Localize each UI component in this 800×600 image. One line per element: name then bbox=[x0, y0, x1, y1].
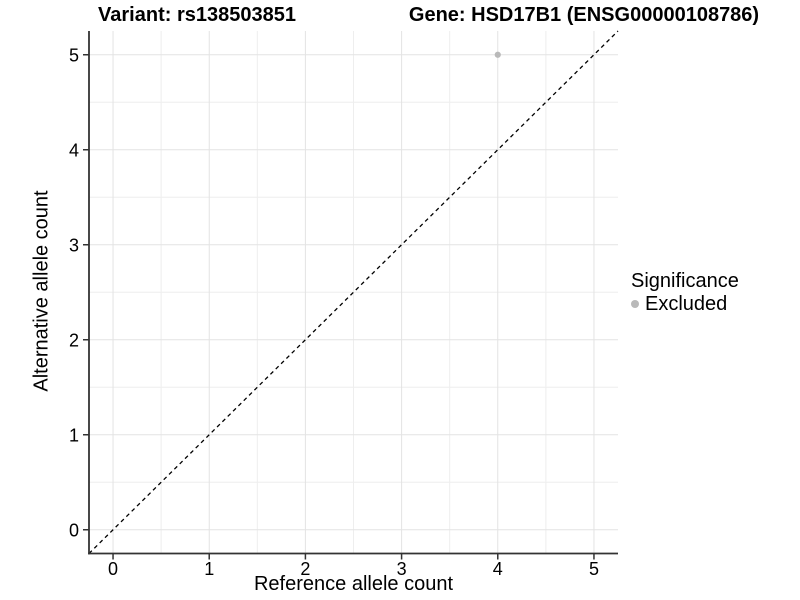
legend-title: Significance bbox=[631, 270, 739, 292]
plot-title-variant: Variant: rs138503851 bbox=[98, 4, 296, 26]
y-tick-label: 4 bbox=[69, 140, 79, 160]
y-tick-label: 1 bbox=[69, 425, 79, 445]
x-tick-label: 5 bbox=[589, 559, 599, 579]
y-tick-label: 0 bbox=[69, 520, 79, 540]
x-tick-label: 4 bbox=[493, 559, 503, 579]
x-tick-label: 2 bbox=[300, 559, 310, 579]
legend-key-dot bbox=[631, 300, 639, 308]
legend: Significance Excluded bbox=[631, 269, 739, 315]
x-tick-label: 1 bbox=[204, 559, 214, 579]
y-tick-label: 5 bbox=[69, 45, 79, 65]
y-tick-label: 2 bbox=[69, 330, 79, 350]
y-axis-title: Alternative allele count bbox=[30, 190, 53, 392]
y-tick-label: 3 bbox=[69, 235, 79, 255]
legend-items: Excluded bbox=[631, 293, 739, 315]
plot-title-gene: Gene: HSD17B1 (ENSG00000108786) bbox=[408, 4, 760, 26]
data-point bbox=[494, 51, 501, 58]
legend-item-label: Excluded bbox=[645, 293, 728, 315]
x-tick-label: 3 bbox=[397, 559, 407, 579]
legend-item: Excluded bbox=[631, 293, 739, 315]
x-axis-title: Reference allele count bbox=[253, 573, 453, 595]
identity-line bbox=[88, 30, 619, 554]
x-tick-label: 0 bbox=[108, 559, 118, 579]
